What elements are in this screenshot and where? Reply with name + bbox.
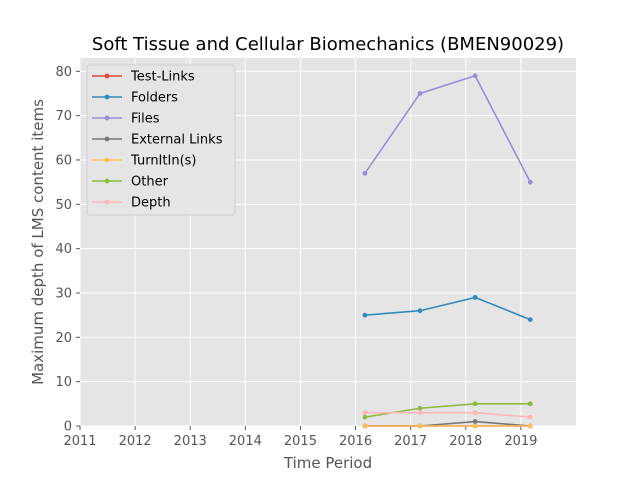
data-point bbox=[527, 414, 533, 420]
data-point bbox=[417, 423, 423, 429]
x-axis-label: Time Period bbox=[283, 454, 372, 472]
x-tick-label: 2017 bbox=[394, 434, 427, 449]
legend-label: External Links bbox=[131, 133, 223, 148]
x-tick-label: 2018 bbox=[449, 434, 482, 449]
data-point bbox=[362, 410, 368, 416]
series-line bbox=[364, 74, 531, 183]
legend-marker bbox=[104, 199, 110, 205]
legend-item-turnitin-s: TurnItIn(s) bbox=[92, 154, 196, 169]
data-point bbox=[417, 91, 423, 96]
x-tick-label: 2016 bbox=[339, 434, 372, 449]
y-tick-label: 20 bbox=[55, 331, 72, 346]
data-point bbox=[472, 410, 478, 416]
x-tick-label: 2013 bbox=[174, 434, 207, 449]
chart-title: Soft Tissue and Cellular Biomechanics (B… bbox=[92, 34, 564, 55]
data-point bbox=[362, 312, 368, 318]
data-point bbox=[417, 308, 423, 314]
data-point bbox=[417, 410, 423, 416]
y-tick-label: 80 bbox=[55, 65, 72, 80]
data-point bbox=[472, 401, 478, 407]
series-turnitin-s bbox=[362, 423, 533, 429]
y-tick-label: 60 bbox=[55, 153, 72, 168]
y-tick-label: 40 bbox=[55, 242, 72, 257]
series-depth bbox=[362, 410, 533, 420]
series-line bbox=[364, 411, 531, 418]
data-point bbox=[362, 423, 368, 429]
legend-item-test-links: Test-Links bbox=[92, 70, 195, 85]
legend-marker bbox=[104, 94, 110, 100]
y-tick-label: 0 bbox=[64, 420, 72, 435]
y-tick-label: 70 bbox=[55, 109, 72, 124]
legend-marker bbox=[104, 178, 110, 184]
data-point bbox=[527, 317, 533, 322]
x-tick-label: 2015 bbox=[284, 434, 317, 449]
x-tick-label: 2012 bbox=[119, 434, 152, 449]
data-point bbox=[472, 419, 478, 424]
legend-marker bbox=[104, 115, 110, 121]
legend-label: Folders bbox=[131, 91, 178, 106]
legend-item-files: Files bbox=[92, 112, 160, 127]
data-point bbox=[527, 423, 533, 429]
data-point bbox=[417, 405, 423, 411]
series-line bbox=[364, 296, 531, 321]
series-folders bbox=[362, 295, 533, 322]
legend-label: Other bbox=[131, 175, 169, 190]
y-tick-label: 10 bbox=[55, 375, 72, 390]
legend-item-external-links: External Links bbox=[92, 133, 223, 148]
legend: Test-Links Folders Files External Links Turn… bbox=[86, 64, 236, 216]
legend-item-depth: Depth bbox=[92, 196, 171, 211]
x-tick-label: 2011 bbox=[63, 434, 96, 449]
axis-ticks: 2011 2012 2013 2014 2015 2016 2017 2018 2019 0 10 2… bbox=[55, 65, 537, 449]
y-axis-label: Maximum depth of LMS content items bbox=[29, 99, 47, 385]
legend-item-folders: Folders bbox=[92, 91, 178, 106]
legend-marker bbox=[104, 157, 110, 163]
data-point bbox=[472, 73, 478, 79]
data-point bbox=[472, 423, 478, 429]
legend-label: Test-Links bbox=[130, 70, 195, 85]
data-point bbox=[527, 179, 533, 185]
legend-label: Depth bbox=[131, 196, 171, 211]
y-tick-label: 50 bbox=[55, 198, 72, 213]
data-point bbox=[527, 401, 533, 407]
data-point bbox=[362, 414, 368, 420]
data-series bbox=[362, 73, 533, 429]
x-tick-label: 2014 bbox=[229, 434, 262, 449]
legend-item-other: Other bbox=[92, 175, 169, 190]
legend-label: TurnItIn(s) bbox=[130, 154, 196, 169]
y-tick-label: 30 bbox=[55, 286, 72, 301]
data-point bbox=[362, 170, 368, 176]
x-tick-label: 2019 bbox=[504, 434, 537, 449]
data-point bbox=[472, 295, 478, 300]
legend-marker bbox=[104, 136, 110, 142]
legend-marker bbox=[104, 73, 110, 79]
series-files bbox=[362, 73, 533, 185]
legend-label: Files bbox=[131, 112, 160, 127]
legend-box bbox=[86, 64, 236, 216]
